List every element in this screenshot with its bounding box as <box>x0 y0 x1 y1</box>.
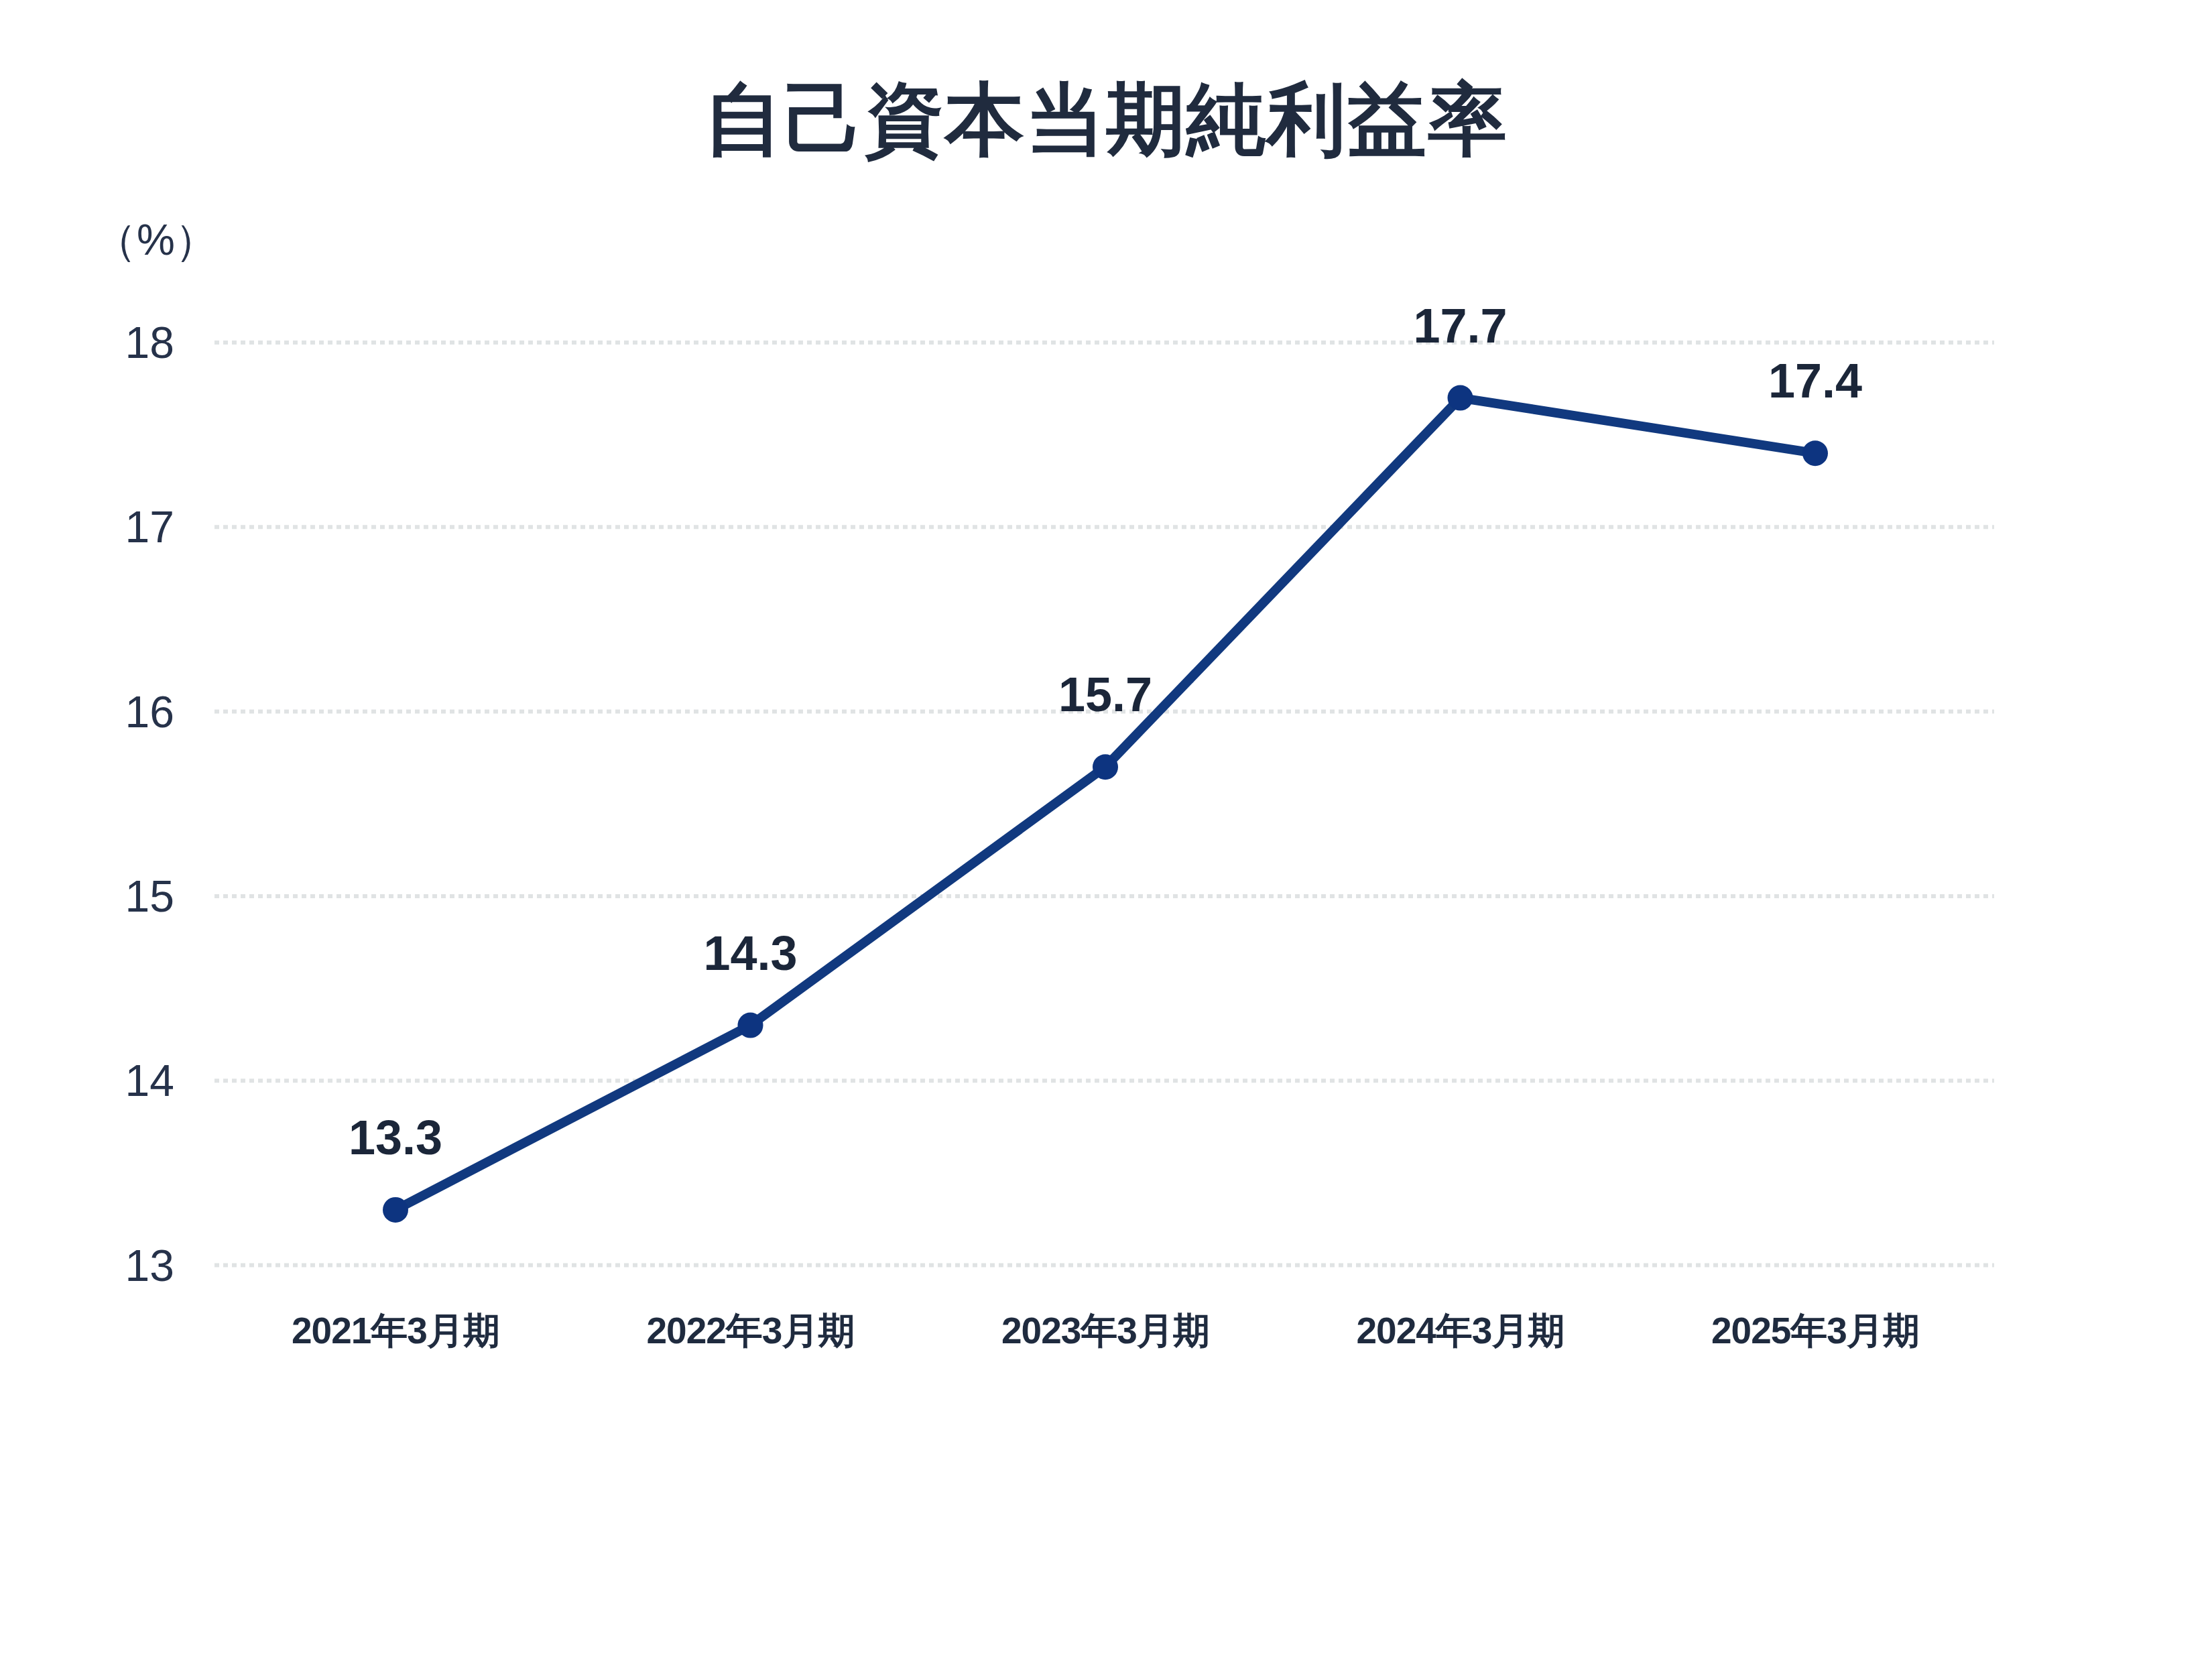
x-axis-label: 2021年3月期 <box>221 1307 570 1354</box>
data-point <box>1802 440 1828 466</box>
y-tick-label: 14 <box>13 1050 174 1111</box>
data-point <box>738 1013 763 1038</box>
x-axis-label: 2025年3月期 <box>1641 1307 1989 1354</box>
data-point <box>383 1197 408 1223</box>
data-point-label: 14.3 <box>610 922 892 984</box>
data-point-label: 15.7 <box>965 664 1246 725</box>
data-point <box>1448 385 1473 411</box>
y-tick-label: 15 <box>13 866 174 926</box>
y-tick-label: 18 <box>13 312 174 373</box>
y-tick-label: 13 <box>13 1235 174 1296</box>
y-tick-label: 17 <box>13 497 174 557</box>
data-point-label: 17.4 <box>1674 350 1956 412</box>
chart-canvas: 自己資本当期純利益率 （%） 181716151413 2021年3月期2022… <box>0 0 2212 1659</box>
series-line <box>395 398 1815 1210</box>
x-axis-label: 2024年3月期 <box>1286 1307 1635 1354</box>
data-point-label: 17.7 <box>1320 295 1601 357</box>
data-point-label: 13.3 <box>255 1107 536 1168</box>
y-tick-label: 16 <box>13 682 174 742</box>
x-axis-label: 2023年3月期 <box>931 1307 1280 1354</box>
data-point <box>1093 754 1118 780</box>
x-axis-label: 2022年3月期 <box>576 1307 925 1354</box>
line-chart-plot <box>0 0 2212 1659</box>
